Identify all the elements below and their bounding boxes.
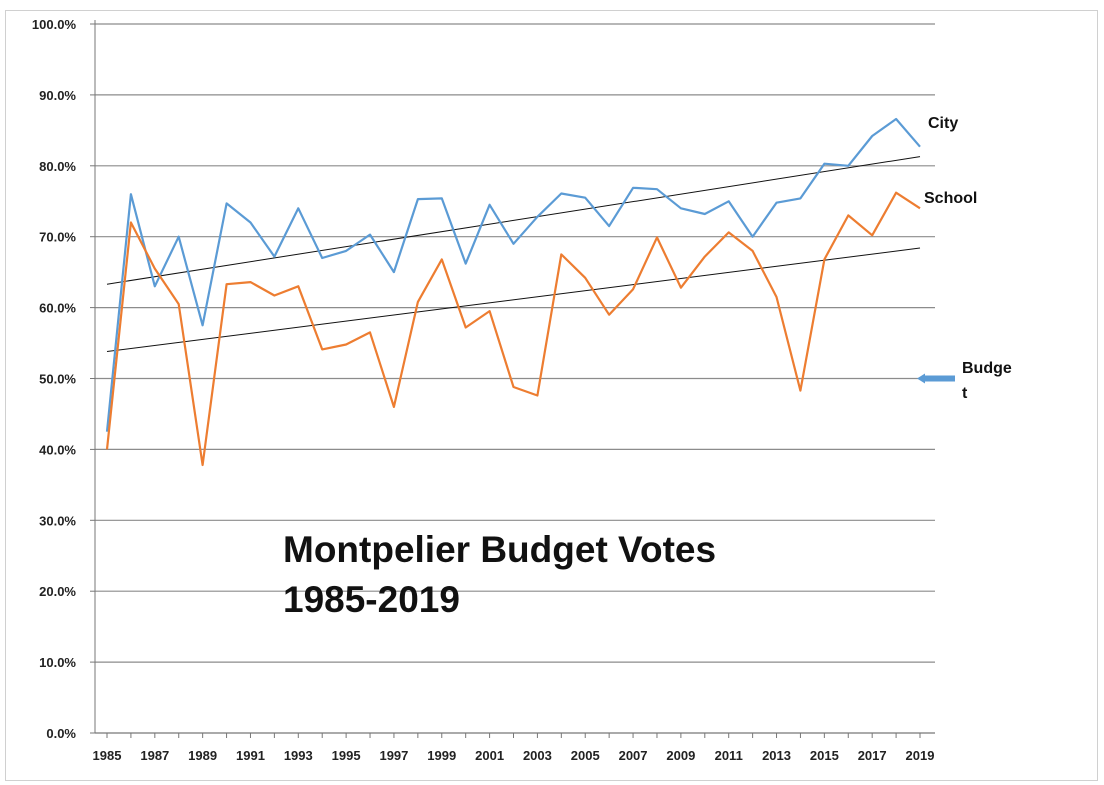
series-line-school xyxy=(105,191,921,467)
x-tick-label: 1985 xyxy=(93,748,122,763)
series-lines xyxy=(105,117,921,467)
y-tick-label: 80.0% xyxy=(39,159,76,174)
y-tick-label: 20.0% xyxy=(39,584,76,599)
x-tick-label: 2019 xyxy=(906,748,935,763)
y-tick-label: 90.0% xyxy=(39,88,76,103)
series-label-school: School xyxy=(924,190,977,207)
y-axis-ticks: 0.0% 10.0% 20.0% 30.0% 40.0% 50.0% 60.0% 70.0% 8… xyxy=(32,17,95,741)
x-tick-label: 2005 xyxy=(571,748,600,763)
y-tick-label: 40.0% xyxy=(39,442,76,457)
chart-title-line-2: 1985-2019 xyxy=(283,579,460,620)
y-tick-label: 30.0% xyxy=(39,513,76,528)
x-tick-label: 2017 xyxy=(858,748,887,763)
reference-arrow xyxy=(917,373,955,384)
y-tick-label: 70.0% xyxy=(39,230,76,245)
reference-label-line-1: Budge xyxy=(962,360,1012,377)
x-tick-label: 1995 xyxy=(332,748,361,763)
x-tick-label: 2011 xyxy=(715,748,743,763)
x-tick-label: 1991 xyxy=(236,748,265,763)
series-line-city xyxy=(105,117,921,432)
y-tick-label: 50.0% xyxy=(39,372,76,387)
x-tick-label: 1999 xyxy=(427,748,456,763)
x-tick-label: 1997 xyxy=(379,748,408,763)
grid-lines xyxy=(95,23,935,734)
x-tick-label: 2007 xyxy=(619,748,648,763)
trendlines xyxy=(106,156,921,353)
x-axis-ticks: 1985 1987 1989 1991 1993 1995 1997 1999 2001 2003… xyxy=(93,733,935,763)
y-tick-label: 0.0% xyxy=(46,726,76,741)
chart-border xyxy=(5,10,1098,781)
reference-label-line-2: t xyxy=(962,385,968,402)
series-label-city: City xyxy=(928,115,958,132)
reference-arrow-icon xyxy=(917,373,955,384)
y-tick-label: 60.0% xyxy=(39,301,76,316)
series-labels: City School Budge t xyxy=(924,115,1012,402)
x-tick-label: 1989 xyxy=(188,748,217,763)
x-tick-label: 1987 xyxy=(140,748,169,763)
x-tick-label: 2009 xyxy=(666,748,695,763)
trendline-school xyxy=(106,247,921,353)
x-tick-label: 2015 xyxy=(810,748,839,763)
y-tick-label: 10.0% xyxy=(39,655,76,670)
x-tick-label: 1993 xyxy=(284,748,313,763)
x-tick-label: 2003 xyxy=(523,748,552,763)
y-tick-label: 100.0% xyxy=(32,17,77,32)
chart-title-line-1: Montpelier Budget Votes xyxy=(283,529,716,570)
x-tick-label: 2013 xyxy=(762,748,791,763)
x-tick-label: 2001 xyxy=(475,748,504,763)
trendline-city xyxy=(106,156,921,285)
